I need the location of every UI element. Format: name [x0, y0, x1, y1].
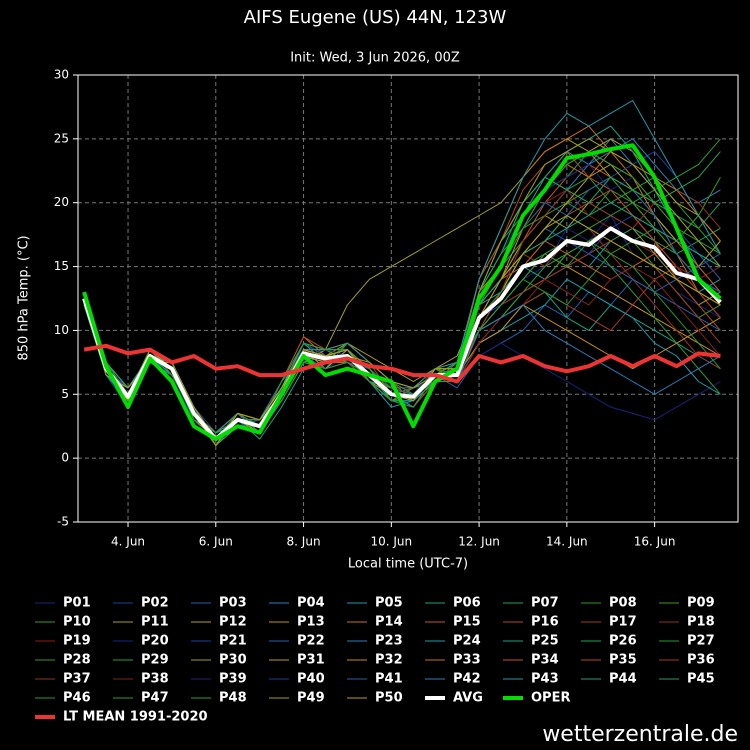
x-axis-label: Local time (UTC-7): [348, 557, 468, 572]
x-tick-label: 10. Jun: [370, 535, 412, 549]
y-tick-label: 15: [54, 259, 69, 273]
legend-label: P38: [141, 672, 169, 687]
legend-label: P19: [63, 634, 91, 649]
legend-label: P33: [453, 653, 481, 668]
legend-label: P48: [219, 691, 247, 706]
legend-label: P46: [63, 691, 91, 706]
legend-label: P05: [375, 596, 403, 611]
x-tick-label: 12. Jun: [458, 535, 500, 549]
legend-label: P40: [297, 672, 325, 687]
legend-label: P42: [453, 672, 481, 687]
legend-label: P29: [141, 653, 169, 668]
legend-label: P24: [453, 634, 481, 649]
legend-label: P34: [531, 653, 559, 668]
legend-label: P30: [219, 653, 247, 668]
y-tick-label: 30: [54, 68, 69, 82]
legend-label: P02: [141, 596, 169, 611]
y-axis-label: 850 hPa Temp. (°C): [17, 235, 32, 360]
legend-label: P43: [531, 672, 559, 687]
y-tick-label: -5: [57, 515, 69, 529]
legend-label: P18: [687, 615, 715, 630]
y-tick-label: 25: [54, 131, 69, 145]
legend-label: P45: [687, 672, 715, 687]
legend-label: P16: [531, 615, 559, 630]
watermark: wetterzentrale.de: [542, 722, 738, 747]
legend-label: P31: [297, 653, 325, 668]
legend-label: P49: [297, 691, 325, 706]
x-tick-label: 6. Jun: [199, 535, 233, 549]
legend-label: P28: [63, 653, 91, 668]
legend-label: LT MEAN 1991-2020: [63, 710, 208, 725]
legend-label: P32: [375, 653, 403, 668]
y-tick-label: 10: [54, 323, 69, 337]
legend-label: P03: [219, 596, 247, 611]
legend-label: P14: [375, 615, 403, 630]
legend-label: P44: [609, 672, 637, 687]
x-tick-label: 16. Jun: [634, 535, 676, 549]
legend-label: OPER: [531, 691, 570, 706]
legend-label: P15: [453, 615, 481, 630]
legend-label: P08: [609, 596, 637, 611]
legend-label: P27: [687, 634, 715, 649]
legend-label: P23: [375, 634, 403, 649]
legend-label: P22: [297, 634, 325, 649]
series-line: [83, 138, 721, 440]
legend-label: P21: [219, 634, 247, 649]
legend-label: P13: [297, 615, 325, 630]
series-line: [83, 343, 721, 384]
x-tick-label: 8. Jun: [287, 535, 321, 549]
legend-label: P37: [63, 672, 91, 687]
legend-label: AVG: [453, 691, 483, 706]
chart-subtitle: Init: Wed, 3 Jun 2026, 00Z: [290, 51, 460, 66]
legend-label: P07: [531, 596, 559, 611]
legend-label: P17: [609, 615, 637, 630]
legend-label: P01: [63, 596, 91, 611]
legend-label: P39: [219, 672, 247, 687]
legend-label: P06: [453, 596, 481, 611]
legend-label: P47: [141, 691, 169, 706]
legend-label: P20: [141, 634, 169, 649]
legend-label: P41: [375, 672, 403, 687]
legend-label: P12: [219, 615, 247, 630]
legend-label: P35: [609, 653, 637, 668]
y-tick-label: 0: [61, 451, 69, 465]
legend-label: P26: [609, 634, 637, 649]
series-line: [82, 226, 722, 441]
legend-label: P10: [63, 615, 91, 630]
x-tick-label: 4. Jun: [111, 535, 145, 549]
plot-area: -5 0 5 10 15 20 25 30 4. Jun 6. Jun 8. Jun 10. Jun 1…: [54, 68, 739, 549]
legend-label: P50: [375, 691, 403, 706]
y-tick-label: 20: [54, 195, 69, 209]
legend: P01 P02 P03 P04 P05 P06 P07 P08 P09 P10 P11 P12 P13 P…: [35, 596, 715, 725]
plot-frame: [77, 74, 739, 523]
x-tick-label: 14. Jun: [546, 535, 588, 549]
legend-label: P11: [141, 615, 169, 630]
y-tick-label: 5: [61, 387, 69, 401]
legend-label: P36: [687, 653, 715, 668]
legend-label: P04: [297, 596, 325, 611]
legend-label: P25: [531, 634, 559, 649]
series-line: [82, 143, 722, 441]
legend-label: P09: [687, 596, 715, 611]
chart-title: AIFS Eugene (US) 44N, 123W: [244, 7, 507, 28]
